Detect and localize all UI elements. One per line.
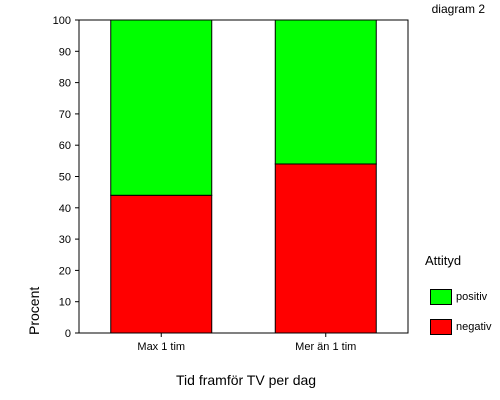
legend-label-negativ: negativ (456, 321, 492, 333)
y-tick-label-90: 90 (59, 46, 71, 58)
y-tick-label-80: 80 (59, 78, 71, 90)
y-tick-label-60: 60 (59, 140, 71, 152)
legend-item-negativ: negativ (430, 319, 491, 335)
legend-item-positiv: positiv (430, 289, 487, 305)
y-tick-label-100: 100 (53, 15, 71, 27)
y-tick-label-0: 0 (65, 328, 71, 340)
y-tick-label-70: 70 (59, 109, 71, 121)
legend-swatch-negativ (430, 319, 452, 335)
y-tick-label-30: 30 (59, 234, 71, 246)
y-axis-label: Procent (26, 286, 42, 335)
x-tick-label-1: Max 1 tim (137, 341, 185, 353)
bar-negativ-2 (274, 163, 377, 334)
legend-swatch-positiv (430, 289, 452, 305)
y-tick-label-10: 10 (59, 297, 71, 309)
bar-positiv-2 (274, 19, 377, 165)
x-axis-label: Tid framför TV per dag (176, 372, 317, 388)
diagram-caption: diagram 2 (431, 2, 485, 16)
bar-positiv-1 (110, 19, 213, 196)
y-tick-label-20: 20 (59, 265, 71, 277)
legend-title: Attityd (425, 253, 462, 268)
y-tick-label-40: 40 (59, 203, 71, 215)
x-tick-label-2: Mer än 1 tim (295, 341, 356, 353)
bar-negativ-1 (110, 194, 213, 334)
y-tick-label-50: 50 (59, 172, 71, 184)
legend-label-positiv: positiv (456, 291, 488, 303)
